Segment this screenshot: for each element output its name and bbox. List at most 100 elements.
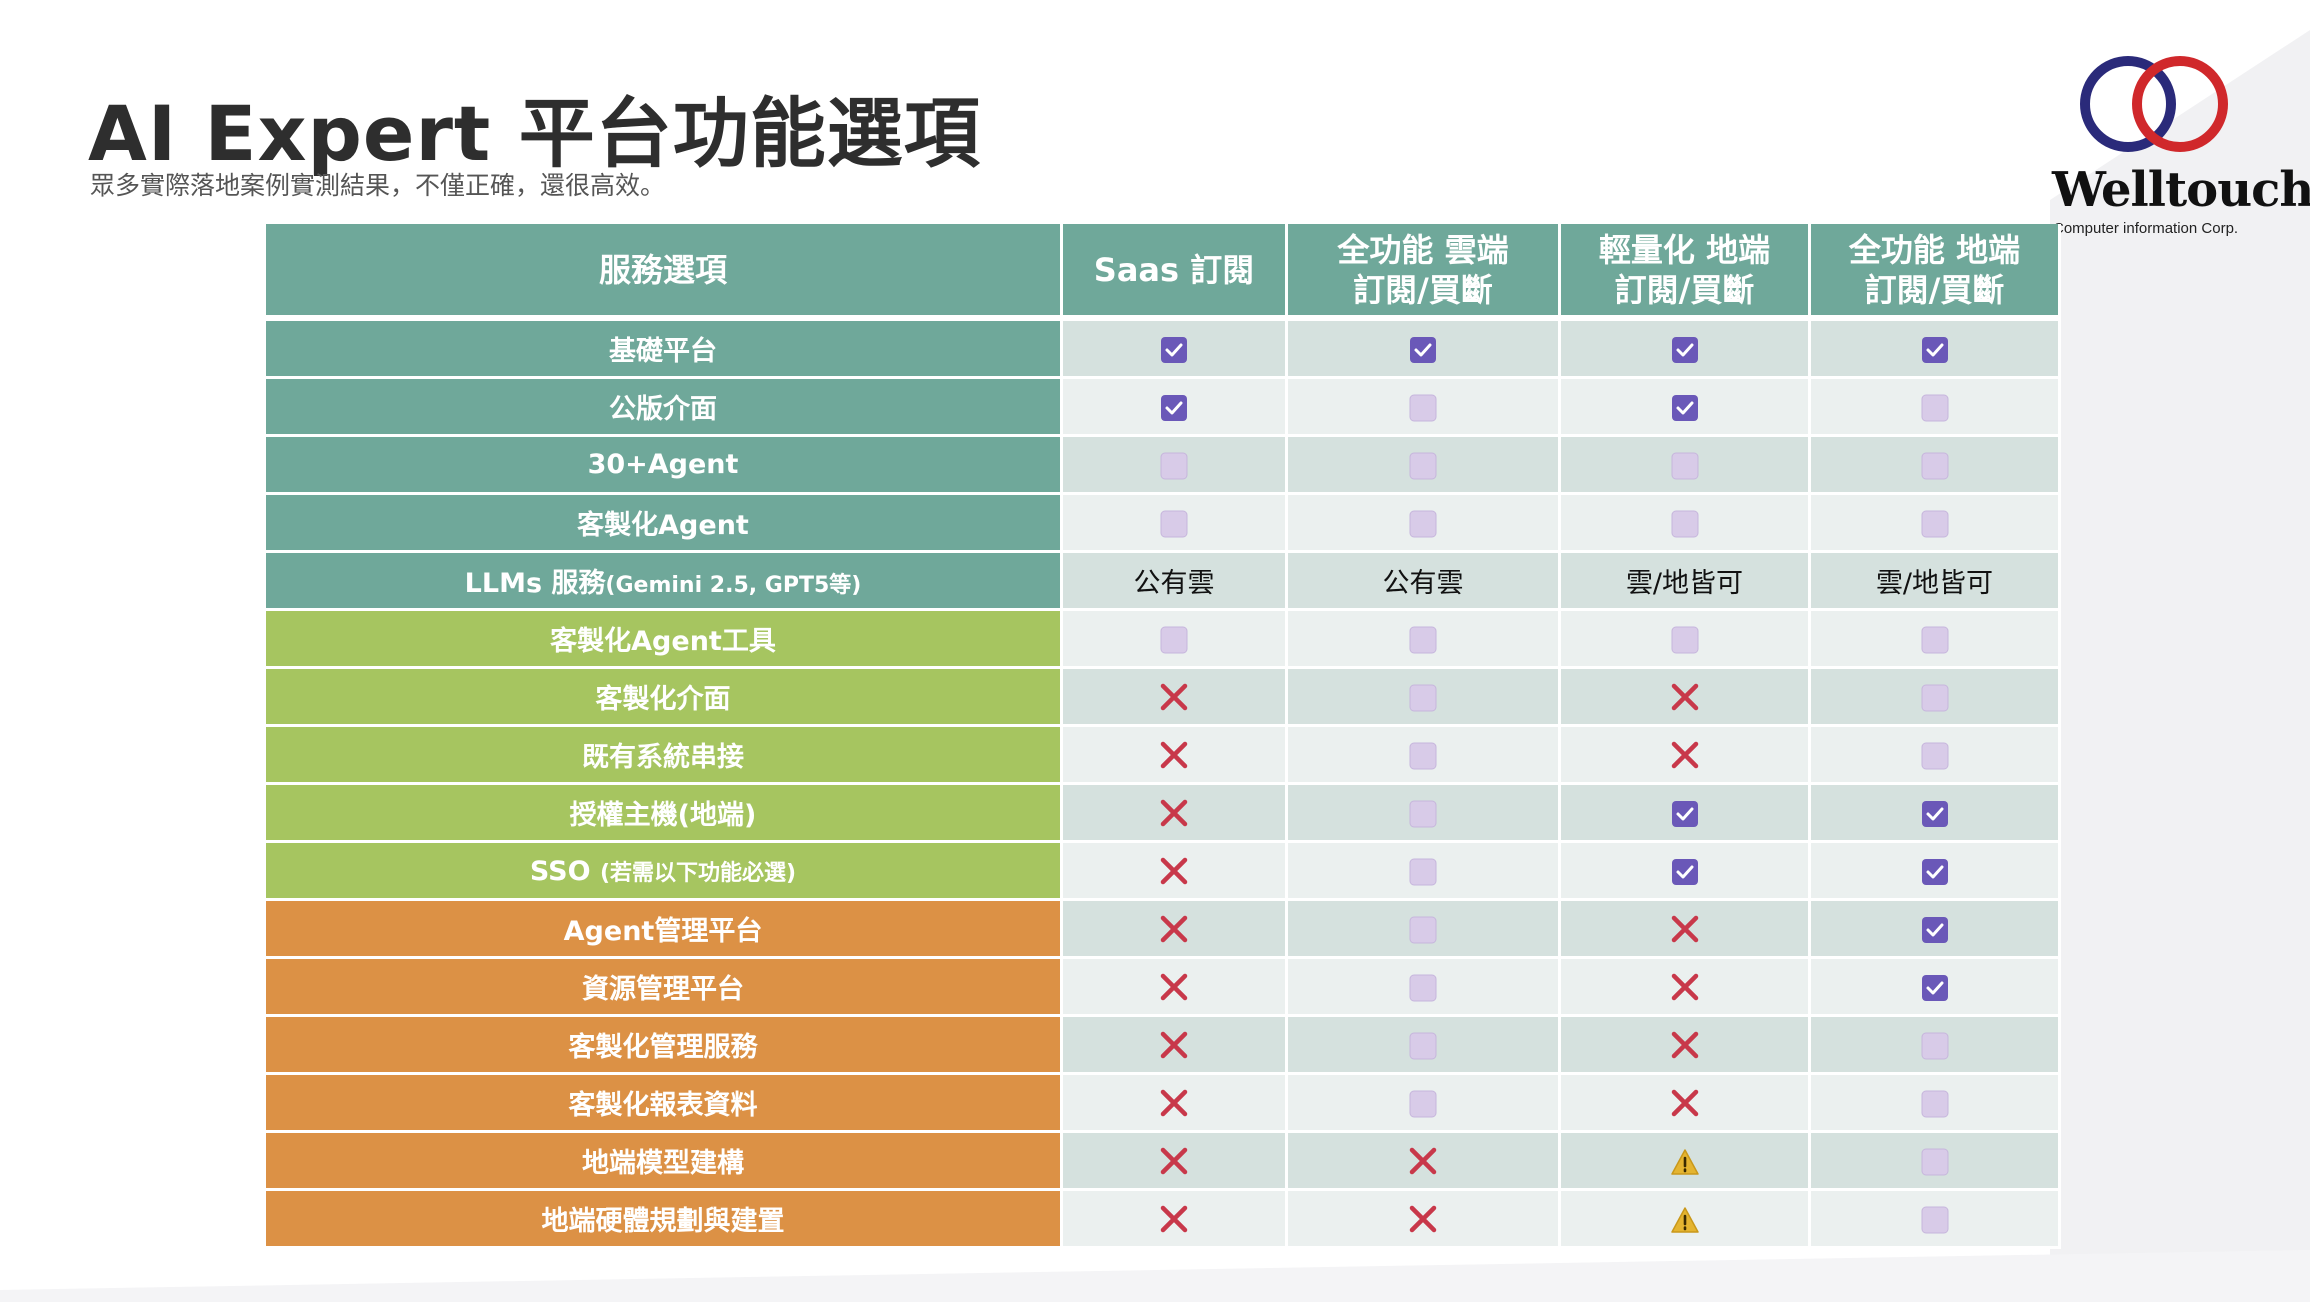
warning-icon <box>1670 1206 1699 1233</box>
row-label: 客製化Agent工具 <box>266 611 1063 669</box>
table-cell <box>1063 321 1288 379</box>
row-label-text: 客製化Agent <box>577 510 749 541</box>
row-label-text: 客製化介面 <box>595 684 731 715</box>
empty-checkbox-icon <box>1409 858 1437 885</box>
cross-mark-icon <box>1160 1090 1188 1117</box>
table-row: LLMs 服務(Gemini 2.5, GPT5等) 公有雲 公有雲 雲/地皆可 雲/地… <box>266 553 2061 611</box>
table-row: SSO (若需以下功能必選) <box>266 843 2061 901</box>
cross-mark-icon <box>1409 1206 1437 1233</box>
checked-box-icon <box>1671 800 1698 827</box>
row-label: SSO (若需以下功能必選) <box>266 843 1063 901</box>
table-cell <box>1063 901 1288 959</box>
row-label-text: Agent管理平台 <box>563 916 763 947</box>
table-cell <box>1561 669 1811 727</box>
checked-box-icon <box>1671 336 1698 363</box>
table-cell <box>1811 1191 2061 1249</box>
checked-box-icon <box>1671 394 1698 421</box>
row-label-text: SSO <box>529 855 600 887</box>
empty-checkbox-icon <box>1160 626 1188 653</box>
empty-checkbox-icon <box>1409 1090 1437 1117</box>
row-label-text: 客製化報表資料 <box>568 1090 758 1121</box>
table-row: 既有系統串接 <box>266 727 2061 785</box>
cross-mark-icon <box>1160 1148 1188 1175</box>
empty-checkbox-icon <box>1160 510 1188 537</box>
table-cell <box>1561 611 1811 669</box>
logo-name: Welltouch <box>2052 162 2310 218</box>
table-cell <box>1811 495 2061 553</box>
row-label-text: 資源管理平台 <box>582 974 744 1005</box>
table-cell <box>1561 379 1811 437</box>
company-logo: Welltouch Computer information Corp. <box>2040 50 2310 240</box>
table-row: 30+Agent <box>266 437 2061 495</box>
table-cell <box>1561 959 1811 1017</box>
table-cell <box>1561 727 1811 785</box>
table-row: 客製化介面 <box>266 669 2061 727</box>
table-cell <box>1811 843 2061 901</box>
table-cell <box>1561 1075 1811 1133</box>
table-cell <box>1063 379 1288 437</box>
column-header-plan: 輕量化 地端 訂閱/買斷 <box>1561 224 1811 321</box>
table-row: 公版介面 <box>266 379 2061 437</box>
cross-mark-icon <box>1671 974 1698 1001</box>
cross-mark-icon <box>1160 916 1188 943</box>
column-header-plan: Saas 訂閱 <box>1063 224 1288 321</box>
table-row: 客製化Agent <box>266 495 2061 553</box>
table-cell <box>1288 1017 1561 1075</box>
empty-checkbox-icon <box>1921 394 1948 421</box>
row-label: 客製化介面 <box>266 669 1063 727</box>
cross-mark-icon <box>1160 684 1188 711</box>
row-label-text: LLMs 服務 <box>464 568 606 599</box>
row-label: 地端硬體規劃與建置 <box>266 1191 1063 1249</box>
logo-rings-icon <box>2080 56 2228 152</box>
table-cell <box>1811 901 2061 959</box>
table-cell <box>1288 321 1561 379</box>
row-label-text: 授權主機(地端) <box>569 800 757 831</box>
table-cell <box>1811 669 2061 727</box>
table-cell <box>1288 495 1561 553</box>
table-row: 地端模型建構 <box>266 1133 2061 1191</box>
table-cell <box>1063 611 1288 669</box>
column-header-service: 服務選項 <box>266 224 1063 321</box>
column-header-plan: 全功能 雲端 訂閱/買斷 <box>1288 224 1561 321</box>
table-row: 地端硬體規劃與建置 <box>266 1191 2061 1249</box>
table-cell <box>1811 1017 2061 1075</box>
table-cell <box>1063 437 1288 495</box>
table-cell <box>1561 843 1811 901</box>
row-label: 客製化管理服務 <box>266 1017 1063 1075</box>
checked-box-icon <box>1671 858 1698 885</box>
empty-checkbox-icon <box>1671 452 1698 479</box>
cross-mark-icon <box>1409 1148 1437 1175</box>
row-label: 資源管理平台 <box>266 959 1063 1017</box>
table-cell <box>1811 727 2061 785</box>
row-label-text: 30+Agent <box>587 449 739 480</box>
empty-checkbox-icon <box>1671 626 1698 653</box>
table-cell <box>1063 1133 1288 1191</box>
table-cell <box>1063 843 1288 901</box>
empty-checkbox-icon <box>1160 452 1188 479</box>
cross-mark-icon <box>1160 742 1188 769</box>
checked-box-icon <box>1161 336 1187 363</box>
table-row: 客製化Agent工具 <box>266 611 2061 669</box>
table-cell <box>1811 437 2061 495</box>
table-cell <box>1561 1133 1811 1191</box>
empty-checkbox-icon <box>1921 626 1948 653</box>
page-subtitle: 眾多實際落地案例實測結果，不僅正確，還很高效。 <box>90 171 666 200</box>
row-label-note: (Gemini 2.5, GPT5等) <box>605 573 862 598</box>
checked-box-icon <box>1161 394 1187 421</box>
table-cell <box>1561 785 1811 843</box>
empty-checkbox-icon <box>1409 1032 1437 1059</box>
row-label: 客製化報表資料 <box>266 1075 1063 1133</box>
table-cell <box>1811 959 2061 1017</box>
table-cell <box>1063 1017 1288 1075</box>
table-cell: 雲/地皆可 <box>1561 553 1811 611</box>
cross-mark-icon <box>1671 1032 1698 1059</box>
table-cell <box>1811 785 2061 843</box>
table-cell <box>1561 1191 1811 1249</box>
empty-checkbox-icon <box>1921 742 1948 769</box>
row-label: 基礎平台 <box>266 321 1063 379</box>
cell-text: 公有雲 <box>1382 568 1464 599</box>
table-cell: 公有雲 <box>1288 553 1561 611</box>
table-cell <box>1811 379 2061 437</box>
empty-checkbox-icon <box>1921 1148 1948 1175</box>
row-label-text: 地端硬體規劃與建置 <box>541 1206 785 1237</box>
